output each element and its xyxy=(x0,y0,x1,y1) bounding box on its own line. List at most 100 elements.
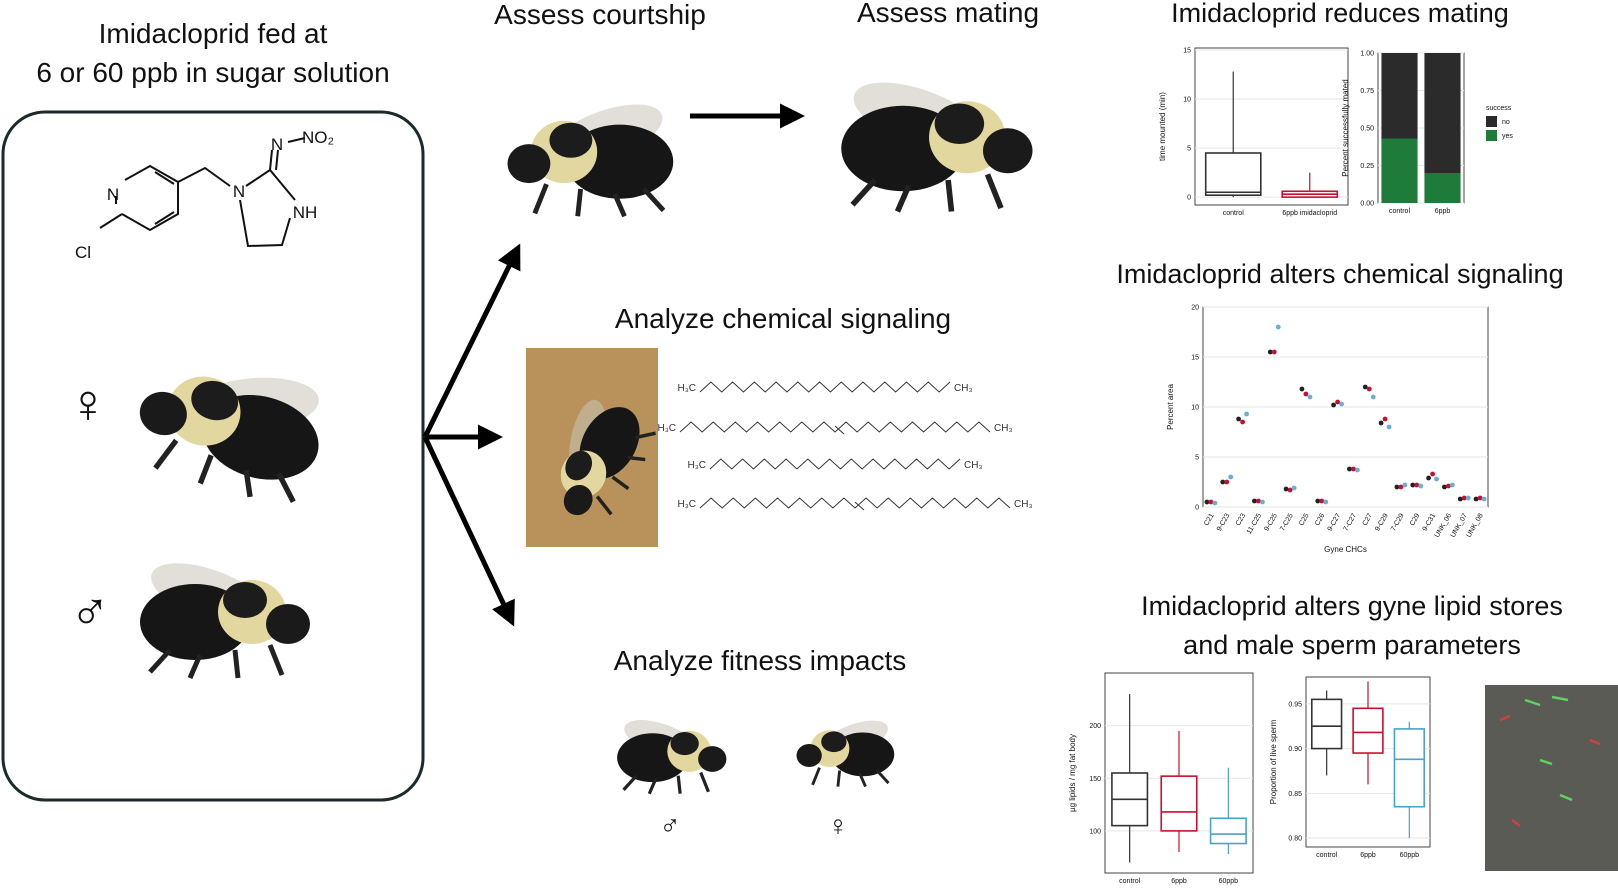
mean-point xyxy=(1240,419,1245,425)
x-tick-label: C21 xyxy=(1203,512,1216,527)
mating-bee xyxy=(841,68,1032,212)
mean-point xyxy=(1461,495,1467,501)
mini-plots: 0 5 10 15 time mounted (min) control 6ppb imid… xyxy=(1068,47,1513,885)
y-tick-label: 0.80 xyxy=(1288,836,1302,843)
mean-point xyxy=(1434,476,1439,482)
atom-label: N xyxy=(271,135,283,154)
mean-point xyxy=(1370,394,1376,400)
x-tick-label: 7-C27 xyxy=(1343,512,1359,532)
x-tick-label: control xyxy=(1223,210,1244,217)
offspring-male-bee xyxy=(615,709,729,795)
mean-point xyxy=(1319,498,1325,504)
y-axis-label: Percent area xyxy=(1166,384,1175,430)
legend-label: no xyxy=(1502,119,1510,126)
box xyxy=(1204,152,1262,196)
mean-point xyxy=(1481,496,1487,502)
mean-point xyxy=(1331,402,1336,408)
carbon-chain xyxy=(679,421,991,433)
step-label: Assess courtship xyxy=(494,0,706,30)
mean-point xyxy=(1303,391,1309,397)
atom-label: NO₂ xyxy=(302,128,334,147)
y-tick-label: 0.85 xyxy=(1288,791,1302,798)
y-tick-label: 5 xyxy=(1187,146,1191,153)
y-tick-label: 1.00 xyxy=(1360,51,1374,58)
mean-point xyxy=(1335,399,1340,405)
atom-label: Cl xyxy=(75,243,91,262)
mean-point xyxy=(1366,386,1372,392)
step-label: Analyze chemical signaling xyxy=(615,303,951,334)
x-tick-label: 6ppb imidacloprid xyxy=(1282,210,1337,217)
double-bond xyxy=(834,425,845,435)
mean-point xyxy=(1414,482,1420,488)
mean-point xyxy=(1236,416,1241,422)
imidacloprid-structure xyxy=(99,137,306,248)
male-bee xyxy=(140,550,310,678)
mean-point xyxy=(1315,498,1321,504)
mean-point xyxy=(1204,499,1210,505)
double-bond xyxy=(854,501,865,511)
carbon-chain xyxy=(699,497,1011,509)
stacked-bar xyxy=(1381,53,1418,139)
y-tick-label: 0.95 xyxy=(1288,701,1302,708)
y-tick-label: 0.50 xyxy=(1360,126,1374,133)
x-tick-label: C23 xyxy=(1235,512,1248,527)
offspring-female-bee xyxy=(794,711,896,789)
x-tick-label: 9-C31 xyxy=(1422,512,1438,532)
box xyxy=(1352,707,1384,754)
mean-point xyxy=(1228,474,1234,480)
branch-arrows xyxy=(422,103,805,627)
legend-label: yes xyxy=(1502,133,1513,140)
male-symbol: ♂ xyxy=(70,582,111,642)
x-tick-label: 7-C29 xyxy=(1390,512,1406,532)
mean-point xyxy=(1323,499,1329,505)
y-axis-label: µg lipids / mg fat body xyxy=(1068,734,1077,812)
chain-end: CH₃ xyxy=(1014,499,1033,510)
mean-point xyxy=(1457,496,1463,502)
legend-swatch xyxy=(1486,116,1497,127)
y-tick-label: 200 xyxy=(1089,723,1101,730)
mean-point xyxy=(1430,471,1435,477)
mean-point xyxy=(1402,482,1408,488)
y-tick-label: 100 xyxy=(1089,828,1101,835)
mean-point xyxy=(1283,486,1289,492)
y-tick-label: 0.75 xyxy=(1360,88,1374,95)
chain-end: H₃C xyxy=(687,460,706,471)
sperm-cells xyxy=(1499,695,1601,827)
mean-point xyxy=(1275,324,1281,330)
panel-title: Imidacloprid alters gyne lipid stores xyxy=(1141,591,1563,621)
panel-title: and male sperm parameters xyxy=(1183,630,1521,660)
female-symbol: ♀ xyxy=(68,374,109,434)
y-tick-label: 0 xyxy=(1195,505,1199,512)
mean-point xyxy=(1465,495,1471,501)
box xyxy=(1310,698,1343,750)
x-tick-label: 6ppb xyxy=(1171,878,1187,885)
mean-point xyxy=(1442,484,1447,490)
y-tick-label: 0.90 xyxy=(1288,746,1302,753)
mean-point xyxy=(1362,384,1368,390)
panel-title: Imidacloprid alters chemical signaling xyxy=(1116,259,1563,289)
mean-point xyxy=(1410,482,1416,488)
x-tick-label: 6ppb xyxy=(1435,208,1451,215)
chain-end: CH₃ xyxy=(954,383,973,394)
mean-point xyxy=(1446,483,1451,489)
y-tick-label: 0.25 xyxy=(1360,163,1374,170)
mean-point xyxy=(1252,498,1257,504)
mean-point xyxy=(1208,499,1214,505)
female-bee xyxy=(125,331,337,511)
x-tick-label: C26 xyxy=(1314,512,1327,527)
mean-point xyxy=(1351,466,1356,472)
mean-point xyxy=(1260,499,1265,505)
mean-point xyxy=(1256,498,1261,504)
mean-point xyxy=(1224,479,1230,485)
box xyxy=(1209,817,1247,845)
mean-point xyxy=(1347,466,1352,472)
x-tick-label: 9-C23 xyxy=(1216,512,1232,532)
step-label: Analyze fitness impacts xyxy=(614,645,907,676)
panel-title: Imidacloprid reduces mating xyxy=(1171,0,1509,28)
y-tick-label: 5 xyxy=(1195,455,1199,462)
hydrocarbons: H₃C CH₃ H₃C CH₃ H₃C CH₃ H₃C CH₃ xyxy=(657,381,1033,511)
x-tick-label: 9-C25 xyxy=(1263,512,1279,532)
carbon-chain xyxy=(709,458,961,470)
y-tick-label: 0 xyxy=(1187,195,1191,202)
